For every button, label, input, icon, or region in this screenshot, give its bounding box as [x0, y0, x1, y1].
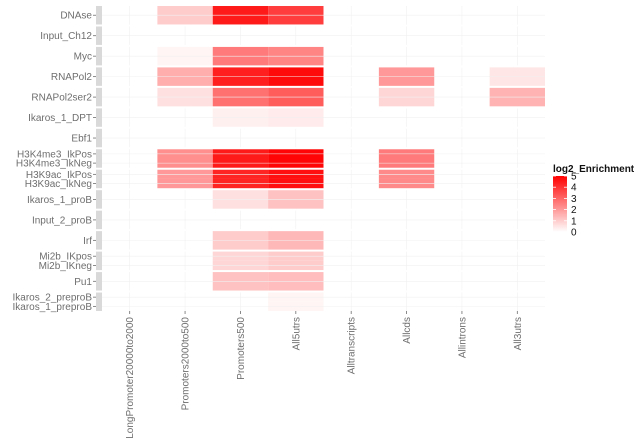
y-tick-label: Mi2b_IKneg [39, 261, 92, 272]
legend-label: 3 [571, 194, 577, 205]
x-tick-label: Promoters2000to500 [181, 317, 192, 411]
x-tick-label: Allcds [402, 317, 413, 344]
facet-strip [96, 210, 102, 230]
y-tick-label: Myc [74, 52, 92, 63]
facet-strip [96, 6, 102, 25]
x-tick-label: All5utrs [291, 317, 302, 350]
y-tick-label: RNAPol2ser2 [31, 93, 92, 104]
facet-strip [96, 87, 102, 107]
y-tick-label: H3K4me3_IkNeg [16, 159, 92, 170]
y-tick-label: Mi2b_IKpos [39, 252, 92, 263]
y-tick-label: Pu1 [74, 277, 92, 288]
y-tick-label: Input_2_proB [32, 215, 92, 226]
y-tick-label: H3K9ac_IkPos [26, 170, 92, 181]
y-tick-label: DNAse [60, 11, 92, 22]
legend-label: 0 [571, 228, 577, 239]
legend-title: log2_Enrichment [553, 164, 635, 175]
x-tick-label: Alltranscripts [347, 317, 358, 374]
y-tick-label: Ebf1 [71, 134, 92, 145]
legend-label: 1 [571, 216, 577, 227]
x-tick-label: All3utrs [513, 317, 524, 350]
legend-label: 5 [571, 172, 577, 183]
facet-strip [96, 108, 102, 127]
facet-strip [96, 272, 102, 291]
facet-strip [96, 190, 102, 209]
legend-label: 4 [571, 183, 577, 194]
legend-label: 2 [571, 205, 577, 216]
x-tick-label: Allintrons [457, 317, 468, 358]
facet-strip [96, 169, 102, 189]
x-tick-label: Promoters500 [236, 317, 247, 380]
y-tick-label: Irf [83, 236, 92, 247]
y-tick-label: H3K9ac_IkNeg [25, 179, 92, 190]
y-tick-label: Input_Ch12 [40, 31, 92, 42]
facet-strip [96, 251, 102, 271]
y-tick-label: Ikaros_2_preproB [13, 293, 93, 304]
facet-strip [96, 149, 102, 168]
facet-strip [96, 67, 102, 86]
y-tick-label: Ikaros_1_proB [27, 195, 92, 206]
facet-strip [96, 128, 102, 148]
facet-strip [96, 292, 102, 311]
facet-strip [96, 46, 102, 66]
legend-colorbar [553, 176, 567, 232]
y-tick-label: Ikaros_1_preproB [13, 302, 93, 313]
x-tick-label: LongPromoter20000to2000 [125, 317, 136, 439]
facet-strip [96, 26, 102, 45]
y-tick-label: Ikaros_1_DPT [28, 113, 92, 124]
facet-strip [96, 231, 102, 250]
y-tick-label: H3K4me3_IkPos [17, 149, 92, 160]
y-tick-label: RNAPol2 [51, 72, 93, 83]
